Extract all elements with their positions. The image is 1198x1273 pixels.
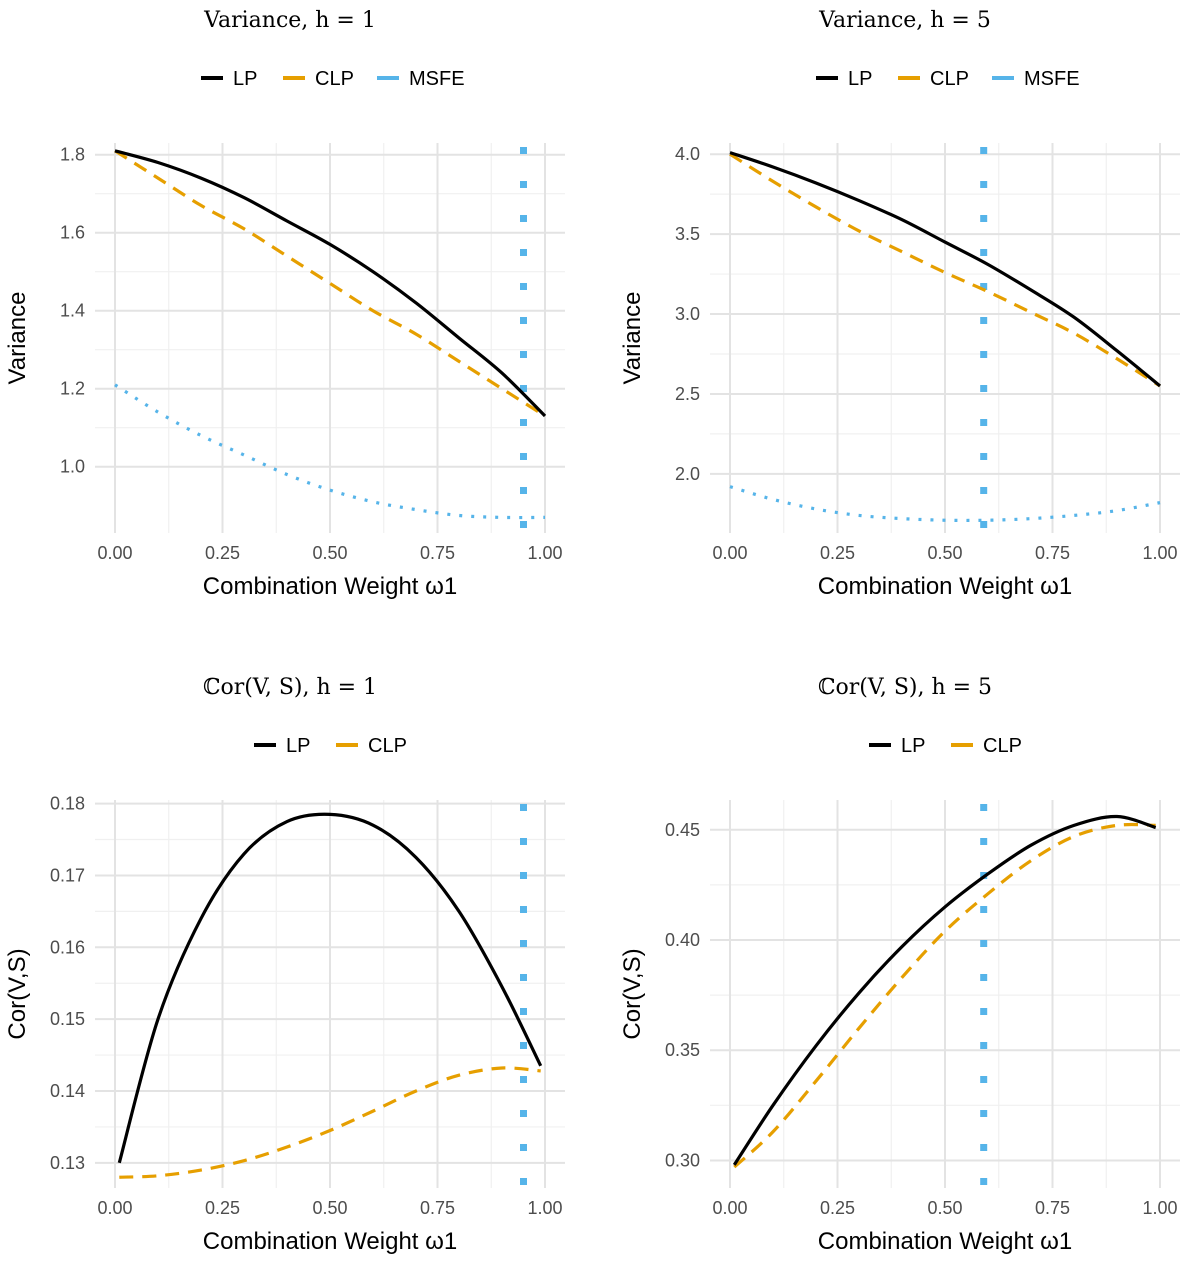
x-tick-label: 0.50 (927, 1198, 962, 1218)
x-tick-label: 0.00 (712, 543, 747, 563)
x-tick-label: 0.25 (205, 543, 240, 563)
y-tick-label: 1.8 (60, 145, 85, 165)
y-tick-label: 0.13 (50, 1153, 85, 1173)
x-tick-label: 0.75 (1035, 1198, 1070, 1218)
chart-panel-1: 0.00 0.25 0.50 0.75 1.00 1.0 1.2 1.4 1.6 1.8 Combi… (4, 8, 565, 600)
grid (710, 800, 1180, 1188)
x-tick-label: 0.25 (205, 1198, 240, 1218)
y-tick-label: 0.35 (665, 1040, 700, 1060)
y-tick-label: 3.5 (675, 224, 700, 244)
y-tick-label: 0.45 (665, 820, 700, 840)
legend: LP CLP MSFE (201, 68, 465, 90)
chart-title: ℂor(V, S), h = 5 (818, 675, 992, 700)
y-tick-label: 0.15 (50, 1009, 85, 1029)
y-tick-label: 0.30 (665, 1150, 700, 1170)
y-tick-label: 2.0 (675, 464, 700, 484)
legend-label-clp: CLP (315, 68, 354, 90)
x-tick-label: 0.50 (927, 543, 962, 563)
x-tick-label: 0.75 (1035, 543, 1070, 563)
chart-title: ℂor(V, S), h = 1 (203, 675, 377, 700)
legend-label-clp: CLP (930, 68, 969, 90)
x-axis-label: Combination Weight ω1 (818, 1228, 1072, 1255)
y-tick-label: 0.40 (665, 930, 700, 950)
legend-label-lp: LP (848, 68, 872, 90)
y-tick-label: 0.16 (50, 937, 85, 957)
chart-panel-4: 0.00 0.25 0.50 0.75 1.00 0.30 0.35 0.40 0.45 Comb… (619, 675, 1180, 1255)
y-tick-label: 0.17 (50, 865, 85, 885)
x-tick-label: 0.50 (312, 1198, 347, 1218)
chart-title: Variance, h = 5 (818, 8, 991, 33)
legend-label-msfe: MSFE (409, 68, 465, 90)
x-tick-label: 1.00 (1142, 1198, 1177, 1218)
x-tick-label: 0.25 (820, 1198, 855, 1218)
y-tick-label: 2.5 (675, 384, 700, 404)
legend-label-lp: LP (286, 735, 310, 757)
legend-label-clp: CLP (368, 735, 407, 757)
x-axis-label: Combination Weight ω1 (203, 573, 457, 600)
x-tick-label: 1.00 (1142, 543, 1177, 563)
legend-label-lp: LP (233, 68, 257, 90)
x-axis-label: Combination Weight ω1 (818, 573, 1072, 600)
y-tick-label: 0.14 (50, 1081, 85, 1101)
grid (710, 143, 1180, 533)
y-tick-label: 0.18 (50, 794, 85, 814)
x-tick-label: 0.75 (420, 1198, 455, 1218)
legend: LP CLP MSFE (816, 68, 1080, 90)
x-axis-label: Combination Weight ω1 (203, 1228, 457, 1255)
chart-title: Variance, h = 1 (203, 8, 376, 33)
x-tick-label: 0.50 (312, 543, 347, 563)
legend: LP CLP (869, 735, 1022, 757)
y-tick-label: 1.4 (60, 301, 85, 321)
legend-label-clp: CLP (983, 735, 1022, 757)
y-axis-label: Cor(V,S) (4, 948, 31, 1039)
y-axis-label: Cor(V,S) (619, 948, 646, 1039)
grid (95, 143, 565, 533)
legend-label-msfe: MSFE (1024, 68, 1080, 90)
y-axis-label: Variance (619, 292, 646, 385)
legend: LP CLP (254, 735, 407, 757)
x-tick-label: 0.25 (820, 543, 855, 563)
x-tick-label: 1.00 (527, 1198, 562, 1218)
x-tick-label: 0.00 (712, 1198, 747, 1218)
x-tick-label: 0.00 (97, 543, 132, 563)
y-axis-label: Variance (4, 292, 31, 385)
y-tick-label: 4.0 (675, 144, 700, 164)
x-tick-label: 0.00 (97, 1198, 132, 1218)
chart-panel-2: 0.00 0.25 0.50 0.75 1.00 2.0 2.5 3.0 3.5 4.0 Combi… (619, 8, 1180, 600)
y-tick-label: 3.0 (675, 304, 700, 324)
x-tick-label: 1.00 (527, 543, 562, 563)
x-tick-label: 0.75 (420, 543, 455, 563)
y-tick-label: 1.0 (60, 457, 85, 477)
legend-label-lp: LP (901, 735, 925, 757)
y-tick-label: 1.2 (60, 379, 85, 399)
y-tick-label: 1.6 (60, 223, 85, 243)
chart-panel-3: 0.00 0.25 0.50 0.75 1.00 0.13 0.14 0.15 0.16 0.17… (4, 675, 565, 1255)
